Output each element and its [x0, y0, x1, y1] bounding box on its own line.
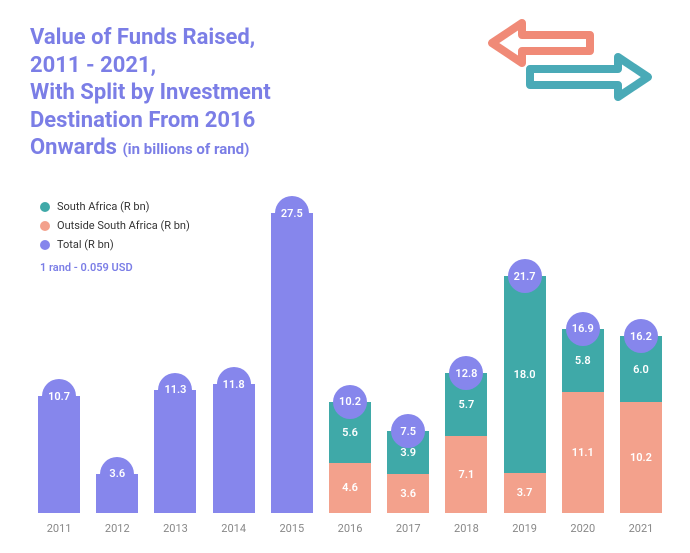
- segment-value-label: 18.0: [514, 368, 536, 381]
- x-axis-label: 2016: [321, 522, 379, 535]
- x-axis-label: 2018: [437, 522, 495, 535]
- x-axis-label: 2014: [205, 522, 263, 535]
- bar-column: 5.7 7.1 12.8: [437, 190, 495, 513]
- total-bubble: 10.7: [42, 379, 76, 413]
- bar: 5.64.610.2: [329, 402, 371, 513]
- total-bubble: 12.8: [449, 356, 483, 390]
- bar-column: 6.0 10.2 16.2: [612, 190, 670, 513]
- bar-segment: [154, 390, 196, 513]
- chart-area: 10.73.611.311.827.55.64.610.23.93.67.55.…: [30, 190, 670, 535]
- chart-title: Value of Funds Raised, 2011 - 2021, With…: [30, 24, 430, 162]
- bar: 11.8: [213, 384, 255, 513]
- segment-value-label: 11.1: [572, 446, 594, 459]
- segment-value-label: 3.7: [517, 486, 533, 499]
- bar-segment: 7.1: [445, 436, 487, 513]
- bar-segment: 18.0: [504, 276, 546, 472]
- x-axis-label: 2019: [496, 522, 554, 535]
- x-axis-label: 2012: [88, 522, 146, 535]
- bar-segment: 10.2: [620, 402, 662, 513]
- bar-column: 11.3: [146, 190, 204, 513]
- x-axis-label: 2015: [263, 522, 321, 535]
- bar-segment: 4.6: [329, 463, 371, 513]
- total-bubble: 21.7: [508, 259, 542, 293]
- bar: 10.7: [38, 396, 80, 513]
- x-axis-label: 2013: [146, 522, 204, 535]
- total-bubble: 11.3: [158, 373, 192, 407]
- x-axis-label: 2020: [554, 522, 612, 535]
- bar: 6.010.216.2: [620, 336, 662, 513]
- bar: 11.3: [154, 390, 196, 513]
- segment-value-label: 10.2: [630, 451, 652, 464]
- total-bubble: 16.2: [624, 319, 658, 353]
- bar: 5.811.116.9: [562, 329, 604, 513]
- x-axis: 2011201220132014201520162017201820192020…: [30, 522, 670, 535]
- bar: 27.5: [271, 213, 313, 513]
- x-axis-label: 2011: [30, 522, 88, 535]
- bar-segment: 11.1: [562, 392, 604, 513]
- segment-value-label: 5.8: [575, 354, 591, 367]
- bar-column: 10.7: [30, 190, 88, 513]
- bar-segment: [38, 396, 80, 513]
- segment-value-label: 5.6: [342, 426, 358, 439]
- x-axis-label: 2017: [379, 522, 437, 535]
- bar-column: 3.6: [88, 190, 146, 513]
- title-suffix: (in billions of rand): [122, 140, 249, 158]
- total-bubble: 7.5: [391, 414, 425, 448]
- title-line: Onwards: [30, 135, 117, 160]
- plot-area: 10.73.611.311.827.55.64.610.23.93.67.55.…: [30, 190, 670, 513]
- title-line: Destination From 2016: [30, 108, 255, 133]
- bar: 5.77.112.8: [445, 373, 487, 513]
- total-bubble: 27.5: [275, 196, 309, 230]
- title-line: With Split by Investment: [30, 80, 271, 105]
- chart-container: Value of Funds Raised, 2011 - 2021, With…: [0, 0, 690, 553]
- bar-segment: [271, 213, 313, 513]
- segment-value-label: 4.6: [342, 481, 358, 494]
- bar-column: 5.8 11.1 16.9: [554, 190, 612, 513]
- bar-column: 18.0 3.7 21.7: [496, 190, 554, 513]
- bar-column: 27.5: [263, 190, 321, 513]
- bar-column: 3.93.67.5: [379, 190, 437, 513]
- total-bubble: 16.9: [566, 312, 600, 346]
- bar: 3.6: [96, 474, 138, 513]
- title-line: 2011 - 2021,: [30, 53, 156, 78]
- bar-segment: [213, 384, 255, 513]
- title-line: Value of Funds Raised,: [30, 25, 255, 50]
- x-axis-label: 2021: [612, 522, 670, 535]
- bar: 18.03.721.7: [504, 276, 546, 513]
- total-bubble: 3.6: [100, 457, 134, 491]
- bar-column: 5.6 4.6 10.2: [321, 190, 379, 513]
- total-bubble: 11.8: [217, 367, 251, 401]
- segment-value-label: 6.0: [633, 363, 649, 376]
- total-bubble: 10.2: [333, 385, 367, 419]
- segment-value-label: 3.6: [400, 487, 416, 500]
- bar-segment: 3.6: [387, 474, 429, 513]
- segment-value-label: 5.7: [459, 398, 475, 411]
- bar: 3.93.67.5: [387, 431, 429, 513]
- segment-value-label: 7.1: [459, 468, 475, 481]
- bar-column: 11.8: [205, 190, 263, 513]
- arrows-icon: [480, 15, 660, 139]
- bar-segment: 3.7: [504, 473, 546, 513]
